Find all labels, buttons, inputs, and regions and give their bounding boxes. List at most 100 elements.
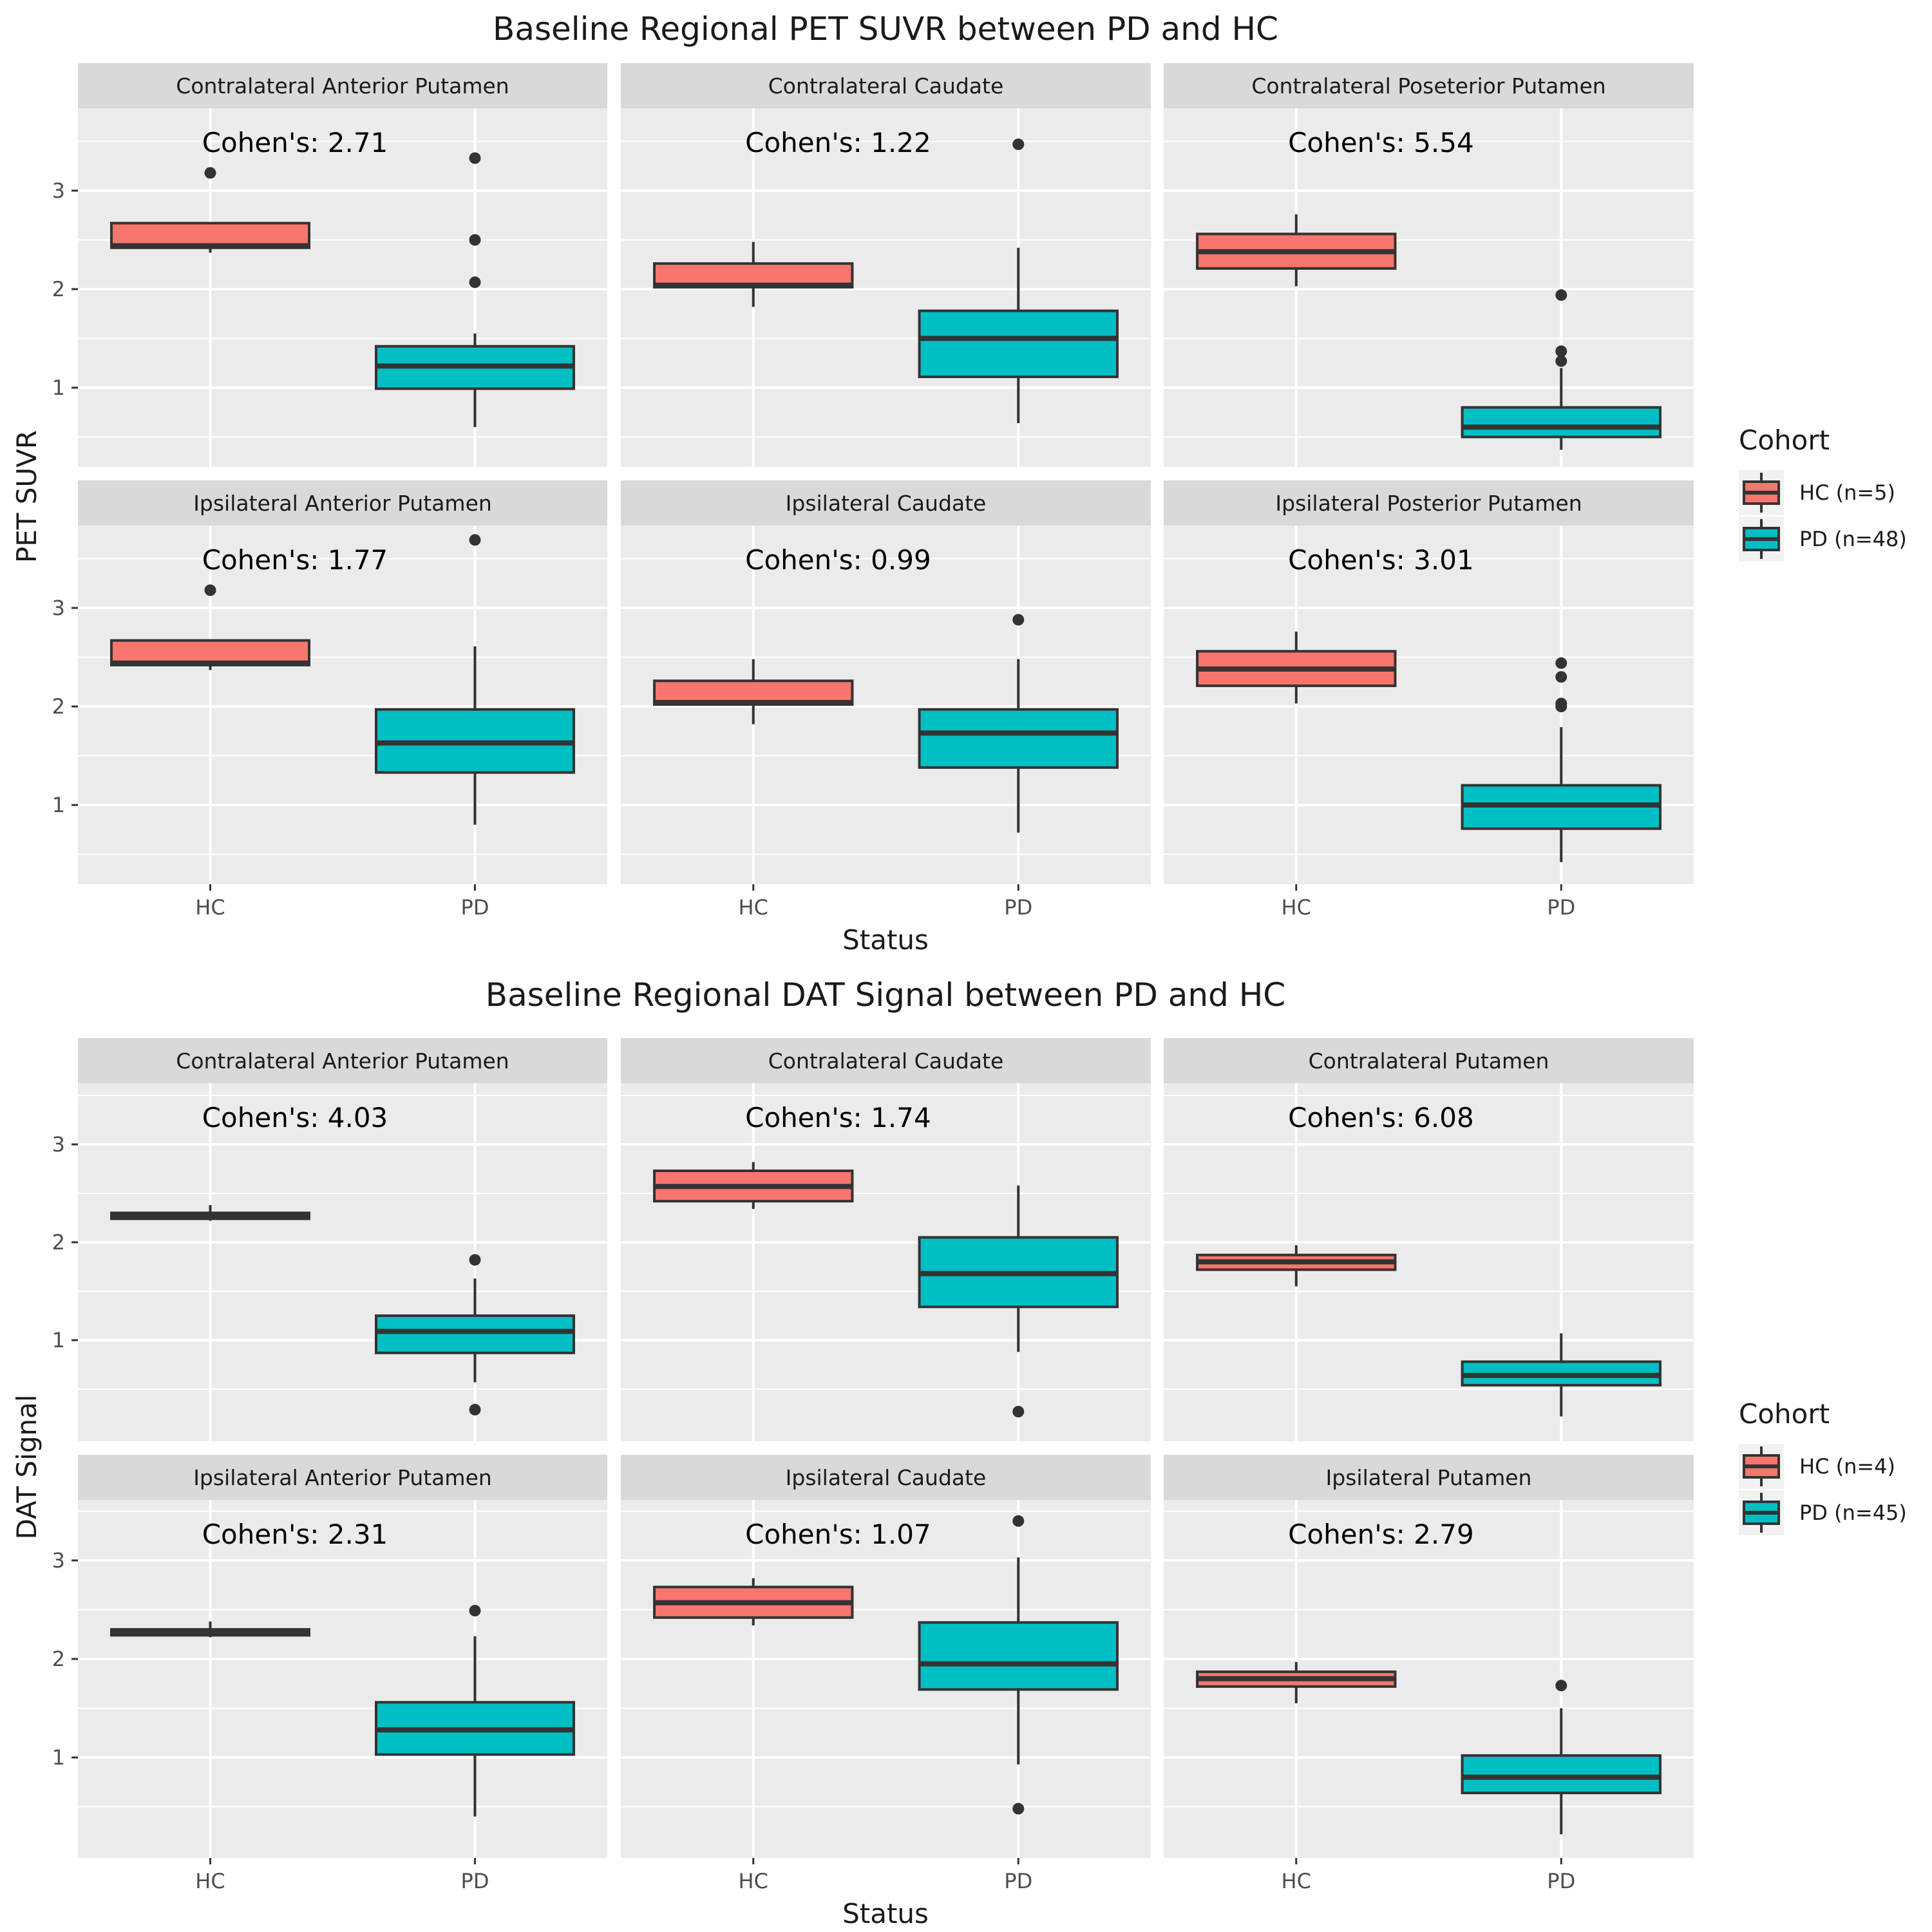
y-tick-label: 2 [52, 1230, 65, 1255]
outlier-point [1012, 138, 1025, 151]
x-tick-label: PD [1004, 895, 1032, 920]
box-iqr [374, 1314, 576, 1354]
facet-strip [621, 480, 1151, 526]
legend: Cohort HC (n=5) PD (n=48) [1739, 424, 1907, 562]
box-hc [653, 659, 854, 724]
x-tick-label: PD [461, 1869, 489, 1893]
cohens-d-annotation: Cohen's: 2.79 [1288, 1519, 1474, 1550]
outlier-point [1555, 657, 1567, 669]
facet-panel: Contralateral Caudate Cohen's: 1.22 [621, 63, 1151, 467]
facet-strip [1164, 1038, 1694, 1083]
facet-strip-label: Contralateral Anterior Putamen [176, 73, 509, 99]
box-pd [374, 1605, 576, 1817]
facet-strip [78, 63, 607, 108]
facet-strip-label: Ipsilateral Caudate [786, 491, 987, 516]
panel-background [78, 1083, 607, 1441]
facet-panel: Contralateral Anterior Putamen Cohen's: 2… [52, 63, 607, 467]
facet-panel: Contralateral Caudate Cohen's: 1.74 [621, 1038, 1151, 1441]
y-tick-label: 3 [52, 1548, 65, 1573]
box-iqr [918, 708, 1119, 769]
facet-strip [78, 1038, 607, 1083]
box-pd [1461, 657, 1662, 862]
facet-panel: Ipsilateral Anterior Putamen Cohen's: 2.3… [52, 1455, 607, 1893]
legend-title: Cohort [1739, 424, 1830, 456]
y-tick-label: 2 [52, 1647, 65, 1671]
outlier-point [469, 234, 481, 246]
outlier-point [204, 167, 216, 179]
chart-title: Baseline Regional DAT Signal between PD … [486, 976, 1285, 1014]
box-iqr [1461, 406, 1662, 439]
box-hc [1196, 214, 1397, 287]
facet-strip [621, 63, 1151, 108]
facet-strip-label: Ipsilateral Anterior Putamen [193, 491, 492, 516]
outlier-point [1555, 355, 1567, 367]
legend-entry-label: HC (n=4) [1799, 1454, 1895, 1479]
cohens-d-annotation: Cohen's: 3.01 [1288, 544, 1474, 576]
x-tick-label: HC [1282, 895, 1311, 920]
legend-title: Cohort [1739, 1398, 1830, 1430]
legend-entry-label: PD (n=48) [1799, 527, 1907, 551]
panel-background [78, 1500, 607, 1858]
x-tick-label: PD [1547, 1869, 1575, 1893]
y-tick-label: 1 [52, 793, 65, 817]
box-hc [1196, 1662, 1397, 1703]
facet-strip [78, 480, 607, 526]
outlier-point [1555, 345, 1567, 357]
facet-strip-label: Contralateral Caudate [768, 1048, 1004, 1074]
box-hc [653, 1578, 854, 1625]
x-tick-label: HC [195, 1869, 225, 1893]
x-tick-label: PD [1547, 895, 1575, 920]
cohens-d-annotation: Cohen's: 1.77 [202, 544, 388, 576]
cohens-d-annotation: Cohen's: 4.03 [202, 1102, 388, 1133]
cohens-d-annotation: Cohen's: 6.08 [1288, 1102, 1474, 1133]
outlier-point [469, 152, 481, 164]
outlier-point [469, 1254, 481, 1266]
y-tick-label: 1 [52, 1328, 65, 1352]
facet-strip [621, 1038, 1151, 1083]
outlier-point [1012, 614, 1025, 626]
panel-background [1164, 526, 1694, 884]
y-tick-label: 2 [52, 277, 65, 301]
legend-entry-label: HC (n=5) [1799, 480, 1895, 505]
cohens-d-annotation: Cohen's: 1.22 [745, 127, 931, 158]
facet-strip-label: Ipsilateral Anterior Putamen [193, 1465, 492, 1490]
y-tick-label: 1 [52, 375, 65, 400]
box-pd [1461, 1333, 1662, 1417]
outlier-point [469, 276, 481, 289]
box-pd [918, 614, 1119, 833]
chart-title: Baseline Regional PET SUVR between PD an… [493, 10, 1278, 48]
outlier-point [1555, 1680, 1567, 1692]
legend-entry-label: PD (n=45) [1799, 1501, 1907, 1525]
x-tick-label: HC [1282, 1869, 1311, 1893]
legend: Cohort HC (n=4) PD (n=45) [1739, 1398, 1907, 1535]
facet-panel: Contralateral Poseterior Putamen Cohen's:… [1164, 63, 1694, 467]
facet-strip [621, 1455, 1151, 1500]
facet-panel: Ipsilateral Caudate Cohen's: 0.99 HC PD [621, 480, 1151, 920]
facet-panel: Contralateral Putamen Cohen's: 6.08 [1164, 1038, 1694, 1441]
box-pd [374, 152, 576, 428]
box-pd [918, 1185, 1119, 1417]
facet-strip-label: Ipsilateral Putamen [1326, 1465, 1532, 1490]
outlier-point [1555, 671, 1567, 683]
box-hc [1196, 631, 1397, 704]
outlier-point [1555, 289, 1567, 301]
cohens-d-annotation: Cohen's: 0.99 [745, 544, 931, 576]
facet-panel: Ipsilateral Putamen Cohen's: 2.79 HC PD [1164, 1455, 1694, 1893]
box-pd [918, 138, 1119, 424]
box-iqr [1461, 1754, 1662, 1795]
x-tick-label: PD [1004, 1869, 1032, 1893]
panel-background [78, 526, 607, 884]
y-tick-label: 2 [52, 694, 65, 719]
y-tick-label: 3 [52, 1132, 65, 1157]
cohens-d-annotation: Cohen's: 1.07 [745, 1519, 931, 1550]
y-axis-label: DAT Signal [11, 1394, 43, 1539]
facet-strip-label: Contralateral Poseterior Putamen [1251, 73, 1605, 99]
y-tick-label: 1 [52, 1745, 65, 1770]
outlier-point [1012, 1515, 1025, 1527]
x-tick-label: HC [195, 895, 225, 920]
outlier-point [1012, 1405, 1025, 1417]
box-pd [1461, 1680, 1662, 1835]
box-pd [1461, 289, 1662, 450]
facet-strip [78, 1455, 607, 1500]
